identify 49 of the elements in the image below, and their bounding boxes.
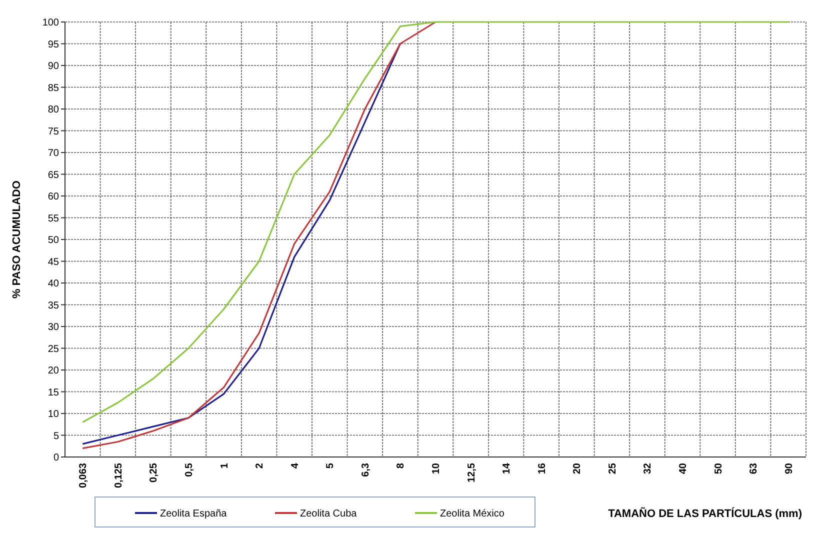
x-tick-label: 20 — [572, 462, 584, 474]
x-tick-label: 1 — [219, 462, 230, 469]
x-tick-label: 0,25 — [148, 462, 160, 482]
x-tick-label: 0,125 — [113, 462, 124, 488]
x-tick-label: 25 — [607, 462, 618, 474]
y-tick-label: 100 — [42, 18, 60, 28]
y-tick-label: 90 — [48, 61, 60, 72]
y-axis-title: % PASO ACUMULADO — [11, 180, 23, 298]
x-axis-title: TAMAÑO DE LAS PARTÍCULAS (mm) — [608, 507, 802, 520]
x-tick-label: 50 — [713, 462, 724, 474]
y-tick-label: 55 — [48, 213, 60, 224]
y-tick-label: 75 — [48, 126, 60, 138]
y-tick-label: 70 — [48, 148, 60, 159]
y-tick-label: 35 — [48, 300, 60, 312]
legend-label: Zeolita México — [440, 508, 505, 520]
y-tick-label: 40 — [48, 278, 60, 290]
y-tick-label: 85 — [48, 82, 60, 94]
y-tick-label: 45 — [48, 256, 60, 268]
x-tick-label: 5 — [325, 462, 336, 469]
x-tick-label: 10 — [431, 462, 442, 474]
y-tick-label: 20 — [48, 366, 60, 376]
x-tick-label: 2 — [254, 462, 266, 469]
y-tick-label: 95 — [48, 39, 60, 50]
y-tick-label: 80 — [48, 104, 60, 116]
x-tick-label: 90 — [784, 462, 795, 474]
x-tick-label: 6,3 — [360, 462, 372, 477]
y-tick-label: 10 — [48, 409, 60, 420]
y-tick-label: 25 — [48, 344, 60, 355]
y-tick-label: 60 — [48, 192, 60, 202]
legend-label: Zeolita Cuba — [300, 508, 358, 520]
legend-label: Zeolita España — [160, 508, 228, 520]
x-tick-label: 63 — [748, 462, 760, 474]
line-series — [82, 21, 436, 450]
x-tick-label: 0,063 — [78, 462, 90, 488]
x-tick-label: 0,5 — [184, 462, 195, 477]
y-tick-label: 0 — [53, 452, 60, 464]
y-tick-label: 15 — [48, 387, 60, 398]
y-tick-label: 30 — [48, 322, 60, 333]
y-tick-label: 5 — [53, 430, 60, 442]
x-tick-label: 16 — [536, 462, 548, 474]
y-tick-label: 65 — [48, 170, 60, 181]
x-tick-label: 32 — [642, 462, 654, 474]
line-series — [82, 21, 790, 423]
x-tick-label: 8 — [396, 462, 407, 469]
y-tick-label: 50 — [48, 235, 60, 246]
x-tick-label: 4 — [290, 462, 301, 469]
x-tick-label: 12,5 — [466, 462, 478, 482]
x-tick-label: 40 — [678, 462, 689, 474]
x-tick-label: 14 — [502, 462, 513, 474]
